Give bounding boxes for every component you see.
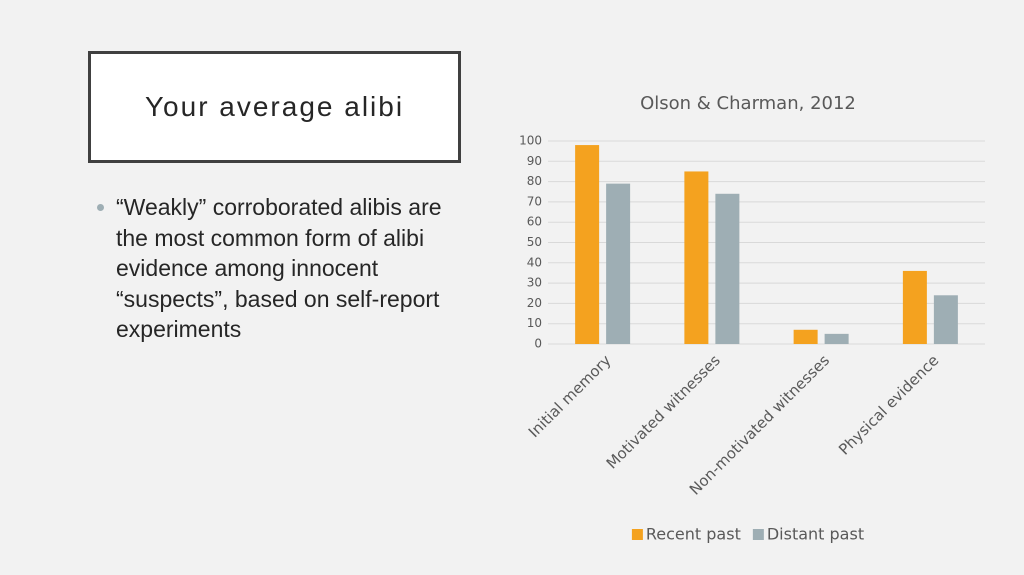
y-tick-label: 0 <box>534 337 542 351</box>
y-tick-label: 20 <box>527 296 542 310</box>
legend-label: Recent past <box>646 525 741 544</box>
bar <box>575 145 600 344</box>
bar <box>715 193 740 344</box>
bullet: “Weakly” corroborated alibis are the mos… <box>96 192 456 345</box>
bar <box>824 333 849 344</box>
chart-title: Olson & Charman, 2012 <box>640 93 856 114</box>
legend-swatch <box>631 529 643 540</box>
y-tick-label: 80 <box>527 174 542 188</box>
y-tick-label: 70 <box>527 194 542 208</box>
bar <box>933 295 958 344</box>
y-tick-label: 50 <box>527 235 542 249</box>
bullet-list: “Weakly” corroborated alibis are the mos… <box>96 192 456 345</box>
y-tick-label: 90 <box>527 154 542 168</box>
x-tick-label: Initial memory <box>525 351 615 441</box>
y-tick-label: 30 <box>527 276 542 290</box>
slide-title: Your average alibi <box>88 51 461 163</box>
x-tick-label: Motivated witnesses <box>603 351 724 472</box>
y-tick-label: 40 <box>527 255 542 269</box>
y-tick-label: 10 <box>527 316 542 330</box>
bar <box>902 270 927 344</box>
y-tick-label: 60 <box>527 215 542 229</box>
bar <box>793 329 818 344</box>
bar <box>606 183 631 344</box>
bar <box>684 171 709 344</box>
legend-label: Distant past <box>767 525 864 544</box>
legend-swatch <box>752 529 764 540</box>
y-tick-label: 100 <box>519 134 542 148</box>
x-tick-label: Physical evidence <box>835 351 942 458</box>
